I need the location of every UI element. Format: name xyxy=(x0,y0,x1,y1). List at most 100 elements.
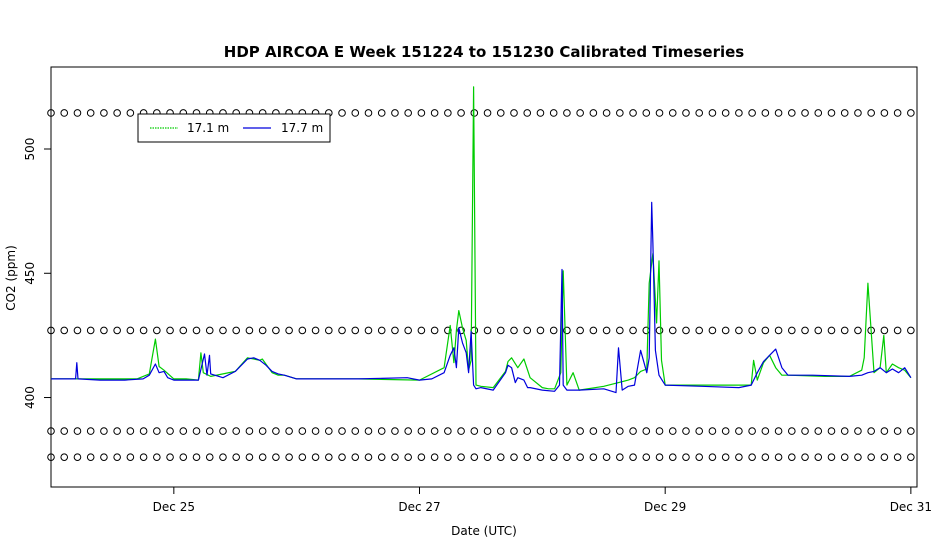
calibration-point xyxy=(457,109,465,117)
calibration-point xyxy=(880,427,889,435)
calibration-point xyxy=(880,453,889,461)
calibration-point xyxy=(86,109,95,117)
calibration-point xyxy=(867,109,875,117)
calibration-point xyxy=(325,326,333,335)
y-axis: 400 450 500 xyxy=(23,138,51,409)
calibration-point xyxy=(840,326,849,335)
calibration-point xyxy=(404,427,412,435)
calibration-point xyxy=(682,453,690,461)
calibration-point xyxy=(166,326,174,335)
calibration-point xyxy=(867,427,875,435)
calibration-point xyxy=(126,326,135,335)
calibration-point xyxy=(298,453,307,461)
calibration-point xyxy=(153,326,161,335)
calibration-point xyxy=(695,427,704,435)
calibration-point xyxy=(100,326,108,335)
calibration-point xyxy=(589,453,598,461)
calibration-point xyxy=(854,326,862,335)
calibration-point xyxy=(258,453,267,461)
calibration-point xyxy=(748,109,756,117)
y-tick-label-2: 500 xyxy=(23,138,37,161)
calibration-point xyxy=(668,427,677,435)
calibration-point xyxy=(761,427,770,435)
calibration-point xyxy=(73,109,82,117)
calibration-point xyxy=(73,427,82,435)
calibration-point xyxy=(801,109,809,117)
calibration-point xyxy=(893,109,902,117)
calibration-point xyxy=(364,427,373,435)
calibration-point xyxy=(708,109,717,117)
calibration-point xyxy=(338,326,346,335)
calibration-point xyxy=(338,109,346,117)
calibration-point xyxy=(840,427,849,435)
calibration-point xyxy=(285,427,293,435)
calibration-point xyxy=(748,326,756,335)
calibration-point xyxy=(153,427,161,435)
calibration-point xyxy=(311,453,320,461)
calibration-point xyxy=(854,453,862,461)
calibration-point xyxy=(655,109,664,117)
calibration-point xyxy=(602,326,611,335)
calibration-point xyxy=(457,427,465,435)
calibration-point xyxy=(774,326,783,335)
calibration-point xyxy=(430,427,439,435)
calibration-point xyxy=(364,453,373,461)
calibration-point xyxy=(893,326,902,335)
calibration-point xyxy=(483,427,492,435)
calibration-point xyxy=(907,427,915,435)
calibration-point xyxy=(285,453,293,461)
calibration-point xyxy=(417,326,426,335)
calibration-point xyxy=(748,427,756,435)
calibration-point xyxy=(496,453,505,461)
calibration-point xyxy=(589,427,598,435)
calibration-point xyxy=(258,427,267,435)
calibration-point xyxy=(563,326,571,335)
calibration-point xyxy=(549,109,558,117)
calibration-point xyxy=(536,427,545,435)
calibration-point xyxy=(774,453,783,461)
calibration-point xyxy=(682,326,690,335)
calibration-point xyxy=(827,109,836,117)
calibration-point xyxy=(655,453,664,461)
calibration-point xyxy=(100,109,108,117)
calibration-point xyxy=(642,326,651,335)
calibration-point xyxy=(60,109,69,117)
calibration-point xyxy=(444,109,452,117)
calibration-point xyxy=(417,109,426,117)
calibration-point xyxy=(629,453,637,461)
calibration-point xyxy=(338,427,346,435)
calibration-point xyxy=(179,326,188,335)
calibration-point xyxy=(100,427,108,435)
calibration-point xyxy=(166,427,174,435)
calibration-point xyxy=(496,427,505,435)
calibration-point xyxy=(549,427,558,435)
calibration-point xyxy=(788,326,796,335)
y-tick-label-1: 450 xyxy=(23,262,37,285)
calibration-point xyxy=(788,109,796,117)
calibration-point xyxy=(457,326,465,335)
calibration-point xyxy=(721,109,730,117)
calibration-point xyxy=(721,453,730,461)
calibration-point xyxy=(761,109,770,117)
calibration-point xyxy=(325,427,333,435)
calibration-point xyxy=(695,453,704,461)
calibration-point xyxy=(391,453,399,461)
calibration-point xyxy=(47,326,55,335)
calibration-point xyxy=(893,427,902,435)
calibration-point xyxy=(814,109,823,117)
calibration-point xyxy=(907,326,915,335)
calibration-point xyxy=(907,453,915,461)
calibration-point xyxy=(721,326,730,335)
calibration-point xyxy=(311,427,320,435)
calibration-point xyxy=(735,326,743,335)
calibration-point xyxy=(232,453,241,461)
calibration-point xyxy=(695,109,704,117)
calibration-point xyxy=(523,453,532,461)
calibration-point xyxy=(510,453,518,461)
calibration-point xyxy=(126,109,135,117)
calibration-point xyxy=(430,453,439,461)
plot-frame xyxy=(50,66,918,488)
calibration-point xyxy=(258,326,267,335)
calibration-point xyxy=(351,326,360,335)
calibration-point xyxy=(668,109,677,117)
